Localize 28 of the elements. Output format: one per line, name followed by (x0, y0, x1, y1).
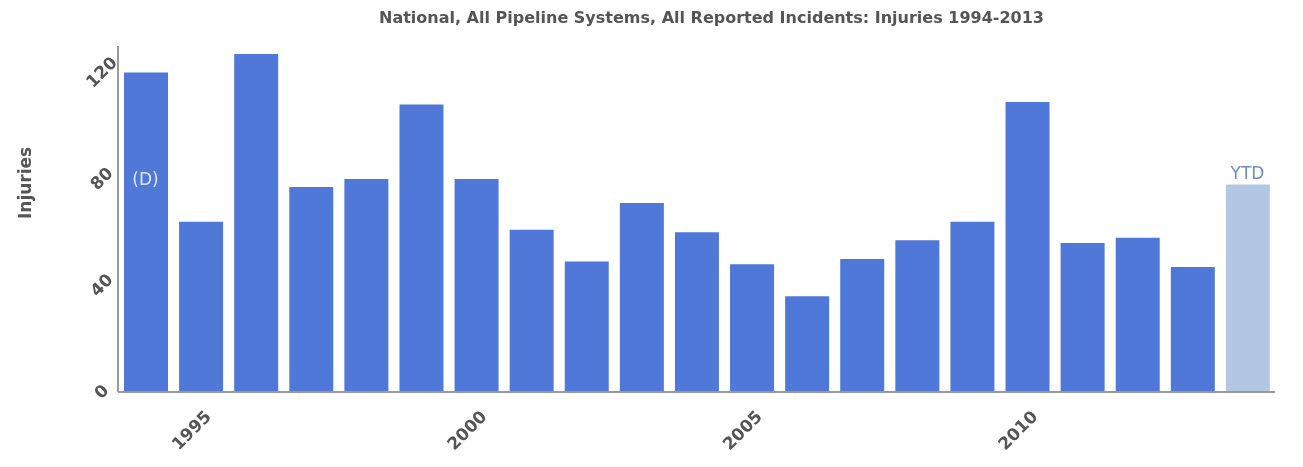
bar (234, 53, 279, 392)
bar (509, 229, 554, 392)
bar (124, 72, 168, 392)
bar (289, 187, 334, 392)
chart-title: National, All Pipeline Systems, All Reported Incidents: Injuries 1994-2013 (378, 8, 1045, 29)
y-tick-label: 80 (85, 162, 117, 194)
bar (619, 203, 664, 392)
bar (1005, 101, 1050, 392)
bar (564, 261, 609, 392)
bar (950, 221, 995, 392)
bar (1115, 237, 1160, 392)
y-axis-title: Injuries (15, 146, 36, 219)
bar (1225, 184, 1270, 392)
bar (674, 232, 719, 392)
y-tick-label: 40 (85, 269, 117, 301)
bar (895, 240, 940, 392)
bar (840, 258, 885, 392)
bar (1170, 266, 1215, 392)
bar (785, 296, 830, 392)
bar (344, 179, 389, 392)
bar (454, 179, 499, 392)
bar (1060, 242, 1105, 392)
annotation: YTD (1229, 163, 1265, 184)
y-tick-label: 0 (90, 379, 113, 403)
bar (730, 264, 775, 392)
bar (399, 104, 444, 392)
annotation: (D) (132, 168, 159, 189)
bar (179, 221, 224, 392)
